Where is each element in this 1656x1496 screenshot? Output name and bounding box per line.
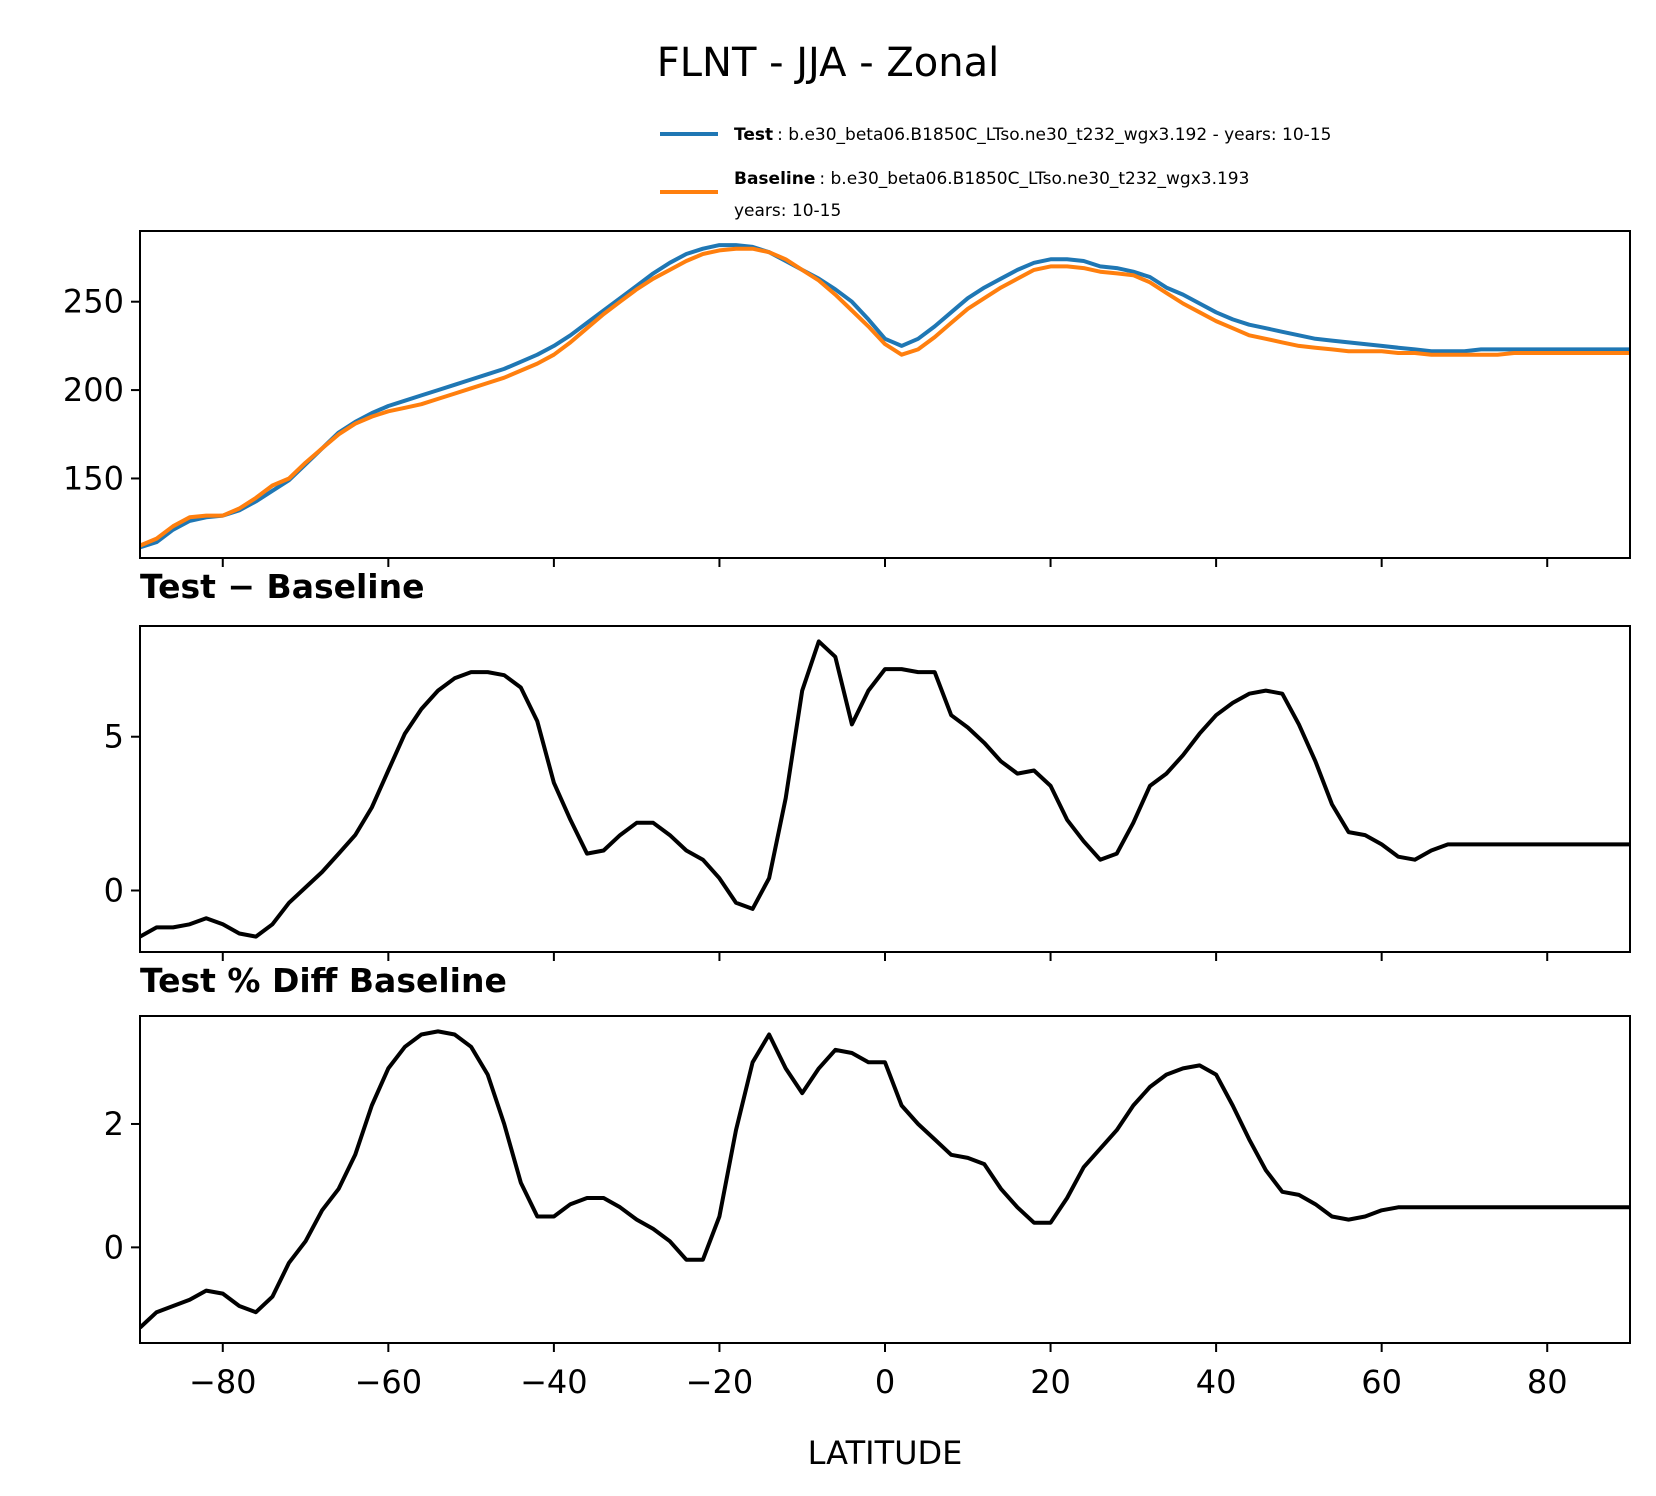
legend-baseline-desc: : b.e30_beta06.B1850C_LTso.ne30_t232_wgx… (819, 169, 1249, 189)
x-tick-label: 20 (1030, 1363, 1071, 1401)
series-group (140, 639, 1630, 939)
x-tick-label: −40 (520, 1363, 588, 1401)
y-tick-label: 200 (63, 371, 124, 409)
legend-test-desc: : b.e30_beta06.B1850C_LTso.ne30_t232_wgx… (777, 125, 1331, 145)
panel-percent-difference: Test % Diff Baseline 0 2 −80 −60 −40 −20 0 20 40… (104, 961, 1631, 1472)
x-tick-label: −80 (189, 1363, 257, 1401)
x-tick-label: 80 (1527, 1363, 1568, 1401)
legend-baseline-years: years: 10-15 (734, 201, 841, 221)
legend: Test: b.e30_beta06.B1850C_LTso.ne30_t232… (660, 125, 1331, 221)
axis-ticks: 0 2 −80 −60 −40 −20 0 20 40 60 80 (104, 1105, 1568, 1401)
x-tick-label: 40 (1196, 1363, 1237, 1401)
panel-difference: Test − Baseline 05 (104, 567, 1631, 961)
plot-frame (139, 230, 1631, 559)
y-tick-label: 2 (104, 1105, 124, 1143)
panel-difference-title: Test − Baseline (140, 567, 425, 606)
y-tick-label: 250 (63, 283, 124, 321)
x-axis-label: LATITUDE (808, 1434, 963, 1472)
y-tick-label: 0 (104, 1228, 124, 1266)
x-tick-label: 0 (875, 1363, 895, 1401)
plot-frame (139, 625, 1631, 953)
series-group (140, 1029, 1630, 1330)
y-tick-label: 5 (104, 718, 124, 756)
series-line-test-baseline (140, 639, 1630, 939)
panel-zonal-mean: 150 200 250 (63, 230, 1631, 567)
svg-text:Test: b.e30_beta06.B1850C_LTso: Test: b.e30_beta06.B1850C_LTso.ne30_t232… (734, 125, 1331, 145)
x-tick-label: 60 (1361, 1363, 1402, 1401)
y-tick-label: 150 (63, 459, 124, 497)
legend-test-name: Test (734, 125, 773, 145)
axis-ticks: 05 (104, 718, 1549, 961)
panel-percent-title: Test % Diff Baseline (140, 961, 507, 1000)
series-line-test-diff-baseline (140, 1029, 1630, 1330)
series-group (140, 243, 1630, 550)
x-tick-label: −60 (355, 1363, 423, 1401)
axis-ticks: 150 200 250 (63, 283, 1549, 567)
y-tick-label: 0 (104, 871, 124, 909)
svg-text:Baseline: b.e30_beta06.B1850C_: Baseline: b.e30_beta06.B1850C_LTso.ne30_… (734, 169, 1249, 189)
legend-baseline-name: Baseline (734, 169, 815, 189)
x-tick-label: −20 (686, 1363, 754, 1401)
figure-title: FLNT - JJA - Zonal (657, 40, 999, 86)
series-line-test (140, 243, 1630, 550)
series-line-baseline (140, 246, 1630, 548)
